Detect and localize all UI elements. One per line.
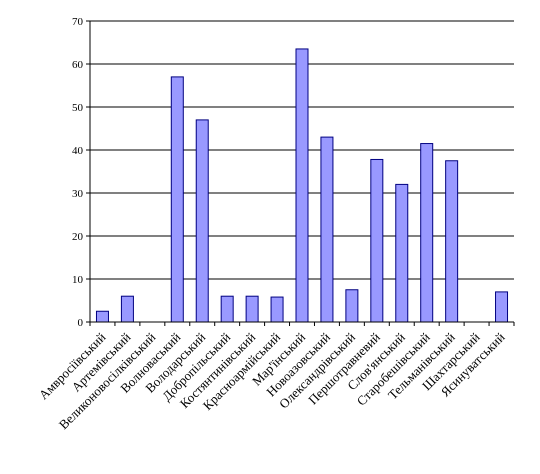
- y-tick-label: 0: [78, 317, 84, 329]
- y-tick-label: 60: [72, 59, 84, 71]
- y-tick-label: 10: [72, 274, 84, 286]
- y-tick-label: 50: [72, 102, 84, 114]
- bar: [95, 310, 109, 323]
- label-layer: 010203040506070АмвросіївськийАртемівськи…: [36, 16, 508, 432]
- bar: [245, 295, 259, 323]
- bar: [170, 76, 184, 323]
- y-tick-label: 40: [72, 145, 84, 157]
- bar: [395, 183, 409, 323]
- bar: [220, 295, 234, 323]
- bar: [495, 291, 509, 323]
- bar: [120, 295, 134, 323]
- bar: [445, 160, 459, 323]
- bar: [345, 289, 359, 323]
- axis-layer: [86, 20, 515, 326]
- bar: [370, 158, 384, 323]
- bar-layer: [95, 48, 509, 323]
- y-tick-label: 30: [72, 188, 84, 200]
- y-tick-label: 20: [72, 231, 84, 243]
- bar: [270, 296, 284, 323]
- bar: [195, 119, 209, 323]
- y-tick-label: 70: [72, 16, 84, 28]
- bar: [295, 48, 309, 323]
- bar: [320, 136, 334, 323]
- bar: [420, 143, 434, 323]
